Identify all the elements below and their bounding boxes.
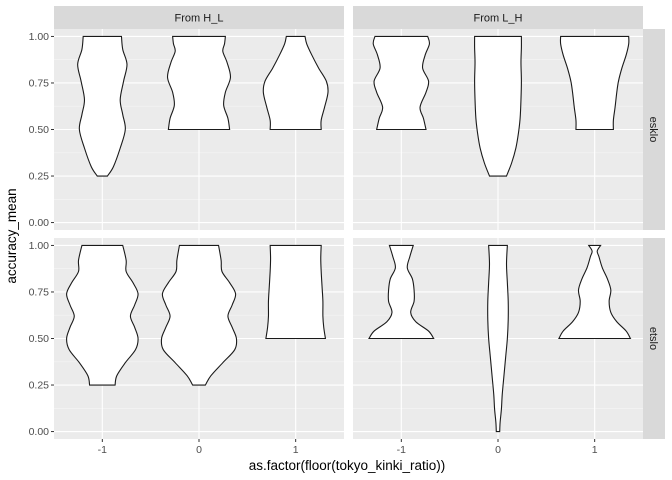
violin-esklo-FromH_L--1 xyxy=(77,35,128,177)
x-tick-label: 0 xyxy=(196,444,202,456)
violin-etslo-FromL_H-0 xyxy=(487,244,509,433)
y-tick-label: 0.00 xyxy=(29,217,50,229)
axes-layer: 0.00 0.25 0.50 0.75 1.00 0.00 0.25 0.50 0.75 1.00… xyxy=(29,31,598,456)
y-tick-label: 1.00 xyxy=(29,240,50,252)
row-strip-label: etslo xyxy=(647,327,659,350)
panel-3 xyxy=(353,238,643,439)
column-strip xyxy=(54,6,344,29)
y-tick-label: 0.25 xyxy=(29,171,50,183)
y-tick-label: 0.50 xyxy=(29,124,50,136)
panels-layer xyxy=(54,29,643,439)
y-tick-label: 0.75 xyxy=(29,287,50,299)
y-tick-label: 0.75 xyxy=(29,78,50,90)
row-strip xyxy=(643,29,665,230)
column-strip xyxy=(353,6,643,29)
violin-etslo-FromL_H--1 xyxy=(367,244,435,340)
y-tick-label: 0.00 xyxy=(29,426,50,438)
violin-esklo-FromH_L-0 xyxy=(166,35,232,131)
row-strip xyxy=(643,238,665,439)
column-strip-label: From H_L xyxy=(175,13,224,25)
y-tick-label: 1.00 xyxy=(29,31,50,43)
panel-0 xyxy=(54,29,344,230)
y-axis-title: accuracy_mean xyxy=(4,188,19,283)
x-tick-label: 0 xyxy=(495,444,501,456)
violin-etslo-FromH_L-0 xyxy=(160,244,238,386)
violin-esklo-FromH_L-1 xyxy=(262,35,329,131)
x-tick-label: -1 xyxy=(397,444,406,456)
x-tick-label: 1 xyxy=(592,444,598,456)
panel-2 xyxy=(54,238,344,439)
y-tick-label: 0.50 xyxy=(29,333,50,345)
y-tick-label: 0.25 xyxy=(29,380,50,392)
column-strip-label: From L_H xyxy=(474,13,523,25)
x-axis-title: as.factor(floor(tokyo_kinki_ratio)) xyxy=(249,458,446,473)
violin-esklo-FromL_H-0 xyxy=(474,35,522,177)
panel-1 xyxy=(353,29,643,230)
violin-esklo-FromL_H--1 xyxy=(372,35,431,131)
violin-etslo-FromH_L--1 xyxy=(66,244,139,386)
violin-esklo-FromL_H-1 xyxy=(559,35,630,131)
x-tick-label: -1 xyxy=(98,444,107,456)
violin-etslo-FromL_H-1 xyxy=(557,244,632,340)
violin-etslo-FromH_L-1 xyxy=(265,244,327,340)
x-tick-label: 1 xyxy=(293,444,299,456)
row-strip-label: esklo xyxy=(647,117,659,143)
